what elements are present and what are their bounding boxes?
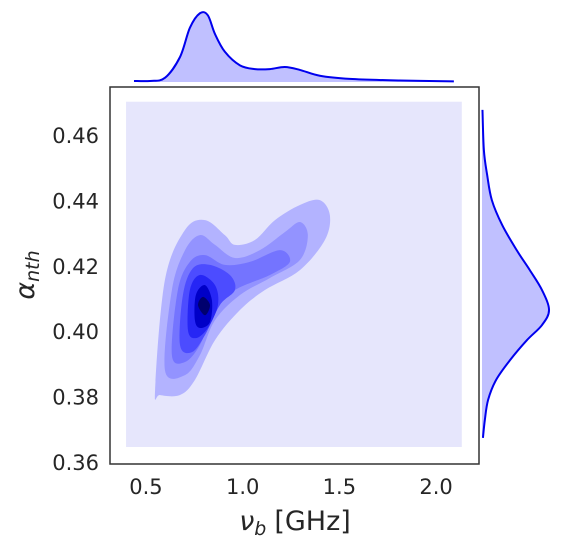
y-tick-label: 0.46 xyxy=(52,124,99,148)
y-tick-label: 0.40 xyxy=(52,320,99,344)
y-tick-label: 0.44 xyxy=(52,189,99,213)
y-label-symbol: α xyxy=(10,282,41,300)
y-tick-label: 0.42 xyxy=(52,255,99,279)
marginal-y-line xyxy=(481,109,551,438)
kde-contour xyxy=(197,296,211,316)
y-tick-label: 0.38 xyxy=(52,386,99,410)
y-axis-label: αnth xyxy=(10,250,44,299)
marginal-x-area xyxy=(133,12,454,82)
y-label-subscript: nth xyxy=(22,250,44,282)
x-tick-label: 0.5 xyxy=(129,475,162,499)
x-label-subscript: b xyxy=(254,518,266,540)
x-label-symbol: ν xyxy=(239,506,254,537)
x-tick-label: 1.0 xyxy=(226,475,259,499)
x-tick-label: 1.5 xyxy=(323,475,356,499)
x-label-unit: [GHz] xyxy=(274,506,350,537)
x-axis-label: νb [GHz] xyxy=(239,506,351,540)
x-tick-label: 2.0 xyxy=(419,475,452,499)
marginal-x-line xyxy=(133,11,454,83)
plot-frame xyxy=(109,86,480,465)
marginal-y-area xyxy=(482,109,550,438)
y-tick-label: 0.36 xyxy=(52,451,99,475)
